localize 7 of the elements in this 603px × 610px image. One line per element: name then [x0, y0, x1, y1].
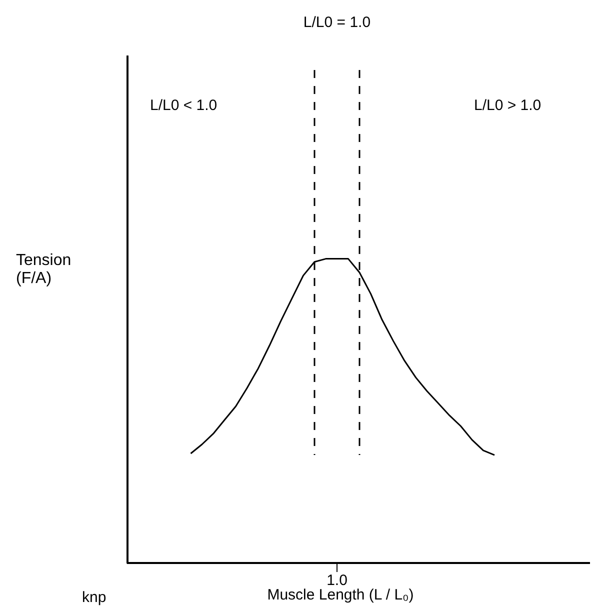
text: Tension (F/A): [16, 252, 72, 287]
text: L/L0 = 1.0: [303, 14, 371, 31]
text: 1.0: [326, 572, 348, 589]
text: knp: [82, 589, 106, 606]
text: L/L0 < 1.0: [150, 97, 218, 114]
x-axis-title: Muscle Length (L / L₀): [267, 586, 414, 604]
text: L/L0 > 1.0: [474, 97, 542, 114]
